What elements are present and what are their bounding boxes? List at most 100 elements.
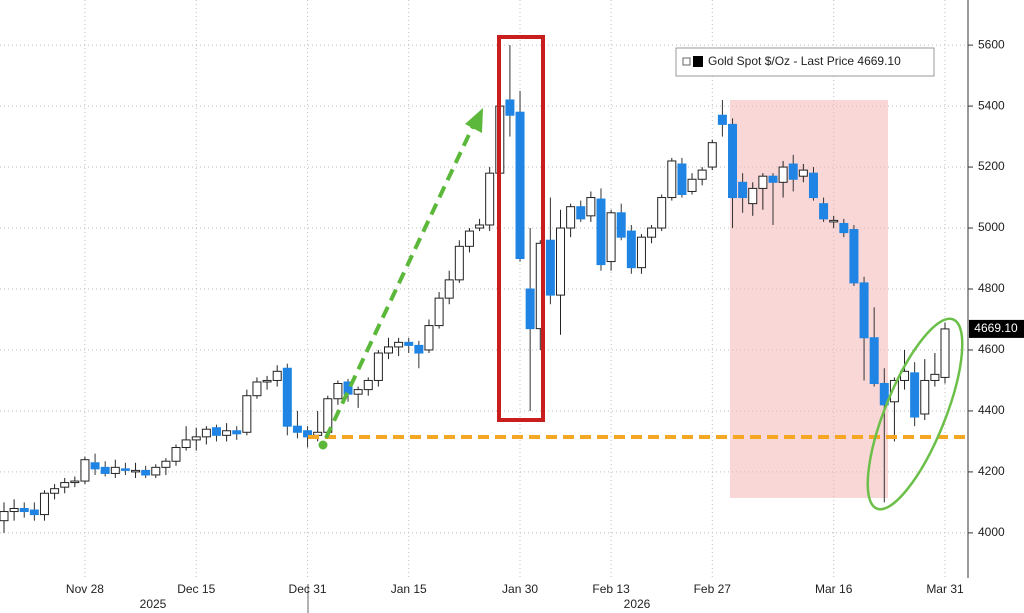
candle-body	[181, 439, 191, 449]
candle-body	[70, 480, 80, 484]
x-tick-label: Mar 31	[926, 582, 964, 596]
candle-body	[728, 123, 738, 199]
candle-body	[191, 436, 201, 441]
candle-body	[29, 509, 39, 516]
x-tick-label: Dec 31	[289, 582, 327, 596]
candle-body	[282, 367, 292, 427]
x-tick-label: Jan 30	[502, 582, 538, 596]
candle-body	[414, 344, 424, 354]
candle-body	[687, 178, 697, 192]
candle-body	[353, 389, 363, 395]
candle-body	[758, 175, 768, 189]
candle-body	[556, 227, 566, 296]
candle-body	[80, 459, 90, 482]
candle-body	[222, 430, 232, 436]
candle-body	[90, 462, 100, 470]
arrow-start	[318, 440, 328, 450]
candle-body	[50, 488, 60, 494]
x-tick-label: Feb 13	[592, 582, 630, 596]
candle-body	[798, 169, 808, 177]
candle-body	[717, 114, 727, 125]
candle-body	[738, 181, 748, 199]
candle-body	[778, 166, 788, 183]
candle-body	[910, 372, 920, 418]
candle-body	[211, 427, 221, 436]
candle-body	[454, 245, 464, 281]
axis: 4000 4200 4400 4600 4800 5000 5200 5400 5600 Nov …	[66, 37, 1024, 596]
candle-body	[889, 379, 899, 403]
candle-body	[363, 379, 373, 391]
y-tick-label: 4400	[978, 403, 1005, 417]
y-tick-label: 5400	[978, 98, 1005, 112]
candle-body	[596, 198, 606, 266]
candle-body	[566, 206, 576, 229]
candle-body	[424, 325, 434, 351]
candle-body	[606, 212, 616, 263]
legend-label: Gold Spot $/Oz - Last Price 4669.10	[708, 54, 901, 68]
candle-body	[849, 229, 859, 284]
candle-body	[19, 507, 29, 513]
candle-body	[171, 447, 181, 462]
candle-body	[39, 492, 49, 516]
candle-body	[515, 111, 525, 260]
candle-body	[252, 381, 262, 397]
candle-body	[586, 197, 596, 217]
x-tick-label: Nov 28	[66, 582, 104, 596]
candle-body	[940, 328, 950, 378]
candle-body	[464, 230, 474, 247]
candle-body	[272, 370, 282, 381]
candle-body	[707, 142, 717, 168]
candle-body	[60, 482, 70, 488]
candle-body	[0, 511, 9, 522]
candle-body	[313, 431, 323, 436]
x-tick-label: Jan 15	[391, 582, 427, 596]
candle-body	[667, 160, 677, 199]
legend-icon	[682, 57, 691, 66]
candle-body	[9, 507, 19, 513]
year-label: 2026	[624, 597, 651, 611]
y-tick-label: 4800	[978, 281, 1005, 295]
candle-body	[475, 224, 485, 229]
candle-body	[748, 187, 758, 205]
candle-body	[394, 341, 404, 348]
candle-body	[292, 425, 302, 433]
candle-body	[576, 206, 586, 220]
candle-body	[859, 282, 869, 339]
candle-body	[545, 239, 555, 296]
last-price-label: 4669.10	[974, 321, 1018, 335]
candle-body	[616, 212, 626, 238]
x-tick-label: Dec 15	[177, 582, 215, 596]
y-tick-label: 4200	[978, 464, 1005, 478]
trend-arrow	[324, 123, 476, 439]
candle-body	[444, 279, 454, 299]
candle-body	[697, 169, 707, 180]
candle-body	[485, 172, 495, 226]
highlight-ellipse	[866, 317, 964, 511]
candle-body	[201, 428, 211, 438]
arrow-head	[465, 108, 483, 133]
candle-body	[819, 203, 829, 220]
candle-body	[232, 430, 242, 435]
candle-body	[647, 227, 657, 238]
x-tick-label: Mar 16	[815, 582, 853, 596]
legend: Gold Spot $/Oz - Last Price 4669.10	[675, 47, 935, 77]
candle-body	[839, 222, 849, 234]
candle-body	[242, 395, 252, 433]
y-tick-label: 4600	[978, 342, 1005, 356]
legend-swatch	[693, 56, 703, 67]
candle-body	[151, 466, 161, 476]
candle-body	[303, 430, 313, 438]
y-tick-label: 5000	[978, 220, 1005, 234]
candle-body	[262, 379, 272, 383]
candle-body	[920, 379, 930, 415]
candle-body	[373, 352, 383, 381]
candle-body	[636, 236, 646, 269]
candles	[0, 45, 950, 533]
candle-body	[383, 346, 393, 354]
candle-body	[434, 297, 444, 327]
candle-body	[768, 175, 778, 183]
candle-body	[404, 341, 414, 346]
candle-body	[626, 230, 636, 269]
y-tick-label: 4000	[978, 525, 1005, 539]
